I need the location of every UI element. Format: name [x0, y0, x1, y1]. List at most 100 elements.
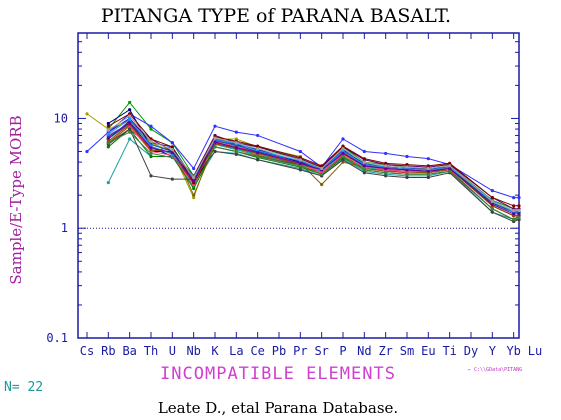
series-line: [108, 115, 519, 211]
data-point: [256, 147, 260, 151]
data-point: [405, 172, 409, 176]
data-point: [320, 172, 324, 176]
data-point: [384, 151, 388, 156]
data-point: [341, 158, 345, 162]
data-point: [490, 207, 494, 211]
data-point: [170, 177, 174, 181]
data-point: [149, 174, 153, 178]
data-point: [128, 137, 132, 141]
data-point: [106, 181, 110, 185]
data-point: [426, 164, 430, 168]
data-point: [298, 155, 302, 160]
data-point: [517, 215, 521, 220]
data-point: [128, 100, 132, 104]
data-point: [170, 155, 174, 160]
x-axis: Cs Rb Ba Th U Nb K La Ce Pb Pr Sr P Nd Zr Sm Eu Ti Dy Y Yb Lu: [80, 33, 542, 358]
data-point: [106, 128, 110, 132]
x-tick-label: Ti: [442, 344, 456, 358]
y-axis: 0.1 1 10: [46, 32, 519, 345]
data-point: [426, 175, 430, 180]
data-point: [490, 210, 494, 214]
data-point: [405, 165, 409, 169]
data-point: [362, 160, 366, 164]
y-tick-label: 0.1: [46, 331, 68, 345]
data-point: [298, 158, 302, 162]
data-point: [490, 202, 494, 206]
data-point: [192, 166, 196, 171]
data-point: [85, 112, 89, 116]
data-point: [234, 137, 238, 141]
data-point: [234, 141, 238, 145]
data-point: [128, 114, 132, 118]
data-point: [128, 127, 132, 131]
y-tick-label: 10: [54, 111, 68, 125]
data-point: [256, 154, 260, 159]
data-point: [213, 149, 217, 154]
x-tick-label: La: [229, 344, 243, 358]
data-point: [256, 133, 260, 138]
data-point: [192, 193, 196, 197]
data-point: [362, 149, 366, 154]
data-point: [362, 157, 366, 161]
data-point: [490, 199, 494, 204]
x-tick-label: Pb: [272, 344, 286, 358]
data-point: [149, 124, 153, 128]
data-point: [213, 140, 217, 144]
x-tick-label: Nb: [186, 344, 200, 358]
data-point: [170, 141, 174, 145]
data-point: [384, 164, 388, 168]
data-point: [405, 154, 409, 159]
data-point: [106, 145, 110, 149]
data-point: [298, 161, 302, 165]
x-tick-label: Yb: [506, 344, 520, 358]
data-point: [106, 136, 110, 140]
data-point: [298, 164, 302, 168]
plot-frame: [77, 32, 520, 339]
data-point: [426, 166, 430, 171]
x-tick-label: P: [339, 344, 346, 358]
data-point: [517, 208, 521, 213]
data-point: [192, 196, 196, 200]
data-point: [106, 121, 110, 126]
data-point: [192, 179, 196, 183]
data-point: [170, 150, 174, 155]
x-tick-label: K: [211, 344, 219, 358]
x-tick-label: Th: [144, 344, 158, 358]
data-point: [362, 164, 366, 168]
data-point: [341, 144, 345, 148]
y-tick-label: 1: [61, 221, 68, 235]
data-point: [341, 154, 345, 159]
data-point: [512, 212, 516, 216]
data-point: [106, 132, 110, 136]
x-tick-label: Eu: [421, 344, 435, 358]
data-point: [384, 174, 388, 178]
data-point: [362, 168, 366, 172]
data-point: [213, 124, 217, 128]
data-point: [512, 208, 516, 213]
y-axis-label: Sample/E-Type MORB: [7, 115, 25, 284]
data-point: [490, 196, 494, 200]
data-point: [517, 204, 521, 208]
data-point: [149, 151, 153, 156]
data-point: [320, 164, 324, 168]
data-point: [448, 169, 452, 173]
data-point: [426, 169, 430, 173]
data-point: [512, 204, 516, 208]
data-point: [106, 124, 110, 128]
series-line: [108, 113, 519, 207]
data-point: [128, 117, 132, 121]
data-point: [170, 145, 174, 149]
x-tick-label: Lu: [528, 344, 542, 358]
data-point: [234, 152, 238, 157]
x-tick-label: U: [169, 344, 176, 358]
x-tick-label: Nd: [357, 344, 371, 358]
data-point: [234, 130, 238, 134]
data-point: [426, 172, 430, 176]
data-point: [384, 171, 388, 175]
data-point: [384, 161, 388, 165]
data-point: [405, 168, 409, 172]
x-tick-label: Dy: [464, 344, 478, 358]
data-point: [298, 168, 302, 172]
footer-credit: Leate D., etal Parana Database.: [158, 399, 398, 417]
